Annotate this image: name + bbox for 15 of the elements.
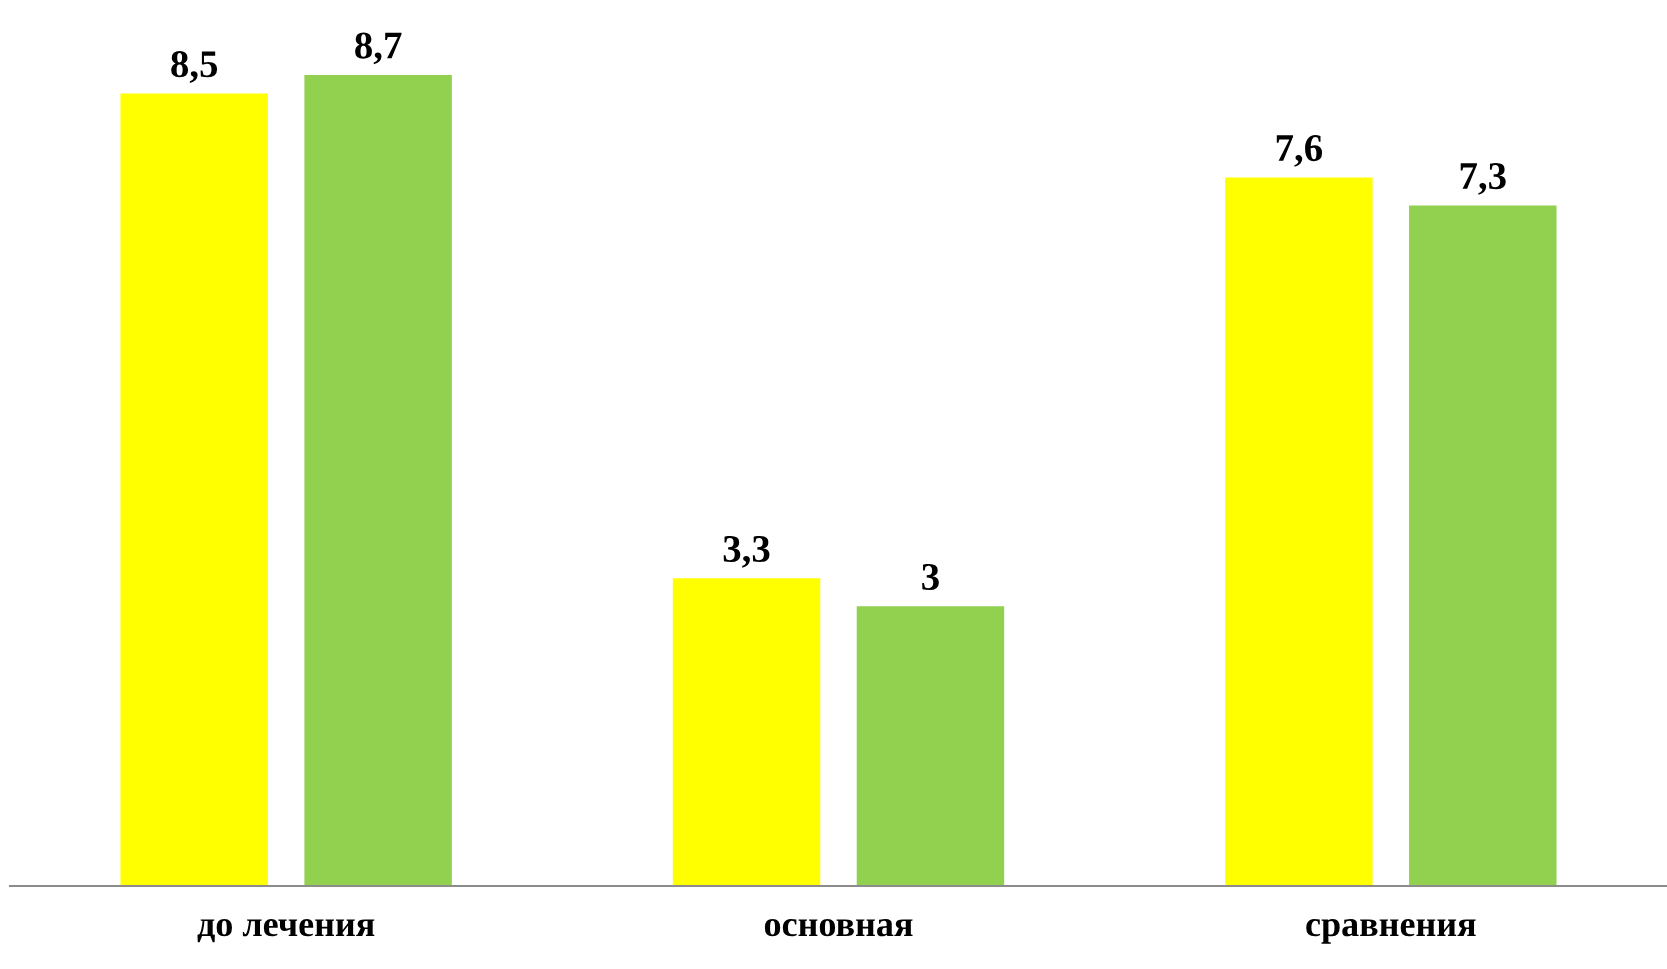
data-label: 8,5: [171, 51, 218, 83]
bar: [856, 606, 1005, 886]
x-tick-label: сравнения: [1306, 919, 1476, 944]
x-tick-label: основная: [764, 919, 913, 937]
bar: [304, 74, 452, 886]
data-label: 8,7: [355, 32, 402, 65]
data-label: 3,3: [723, 535, 770, 568]
data-label: 7,3: [1460, 163, 1506, 195]
x-tick-label: до лечения: [197, 919, 375, 943]
data-label: 7,6: [1276, 135, 1323, 167]
bar: [672, 578, 821, 886]
bar: [1225, 177, 1373, 886]
data-label: 3: [922, 563, 939, 591]
bar: [120, 93, 268, 886]
bar: [1409, 205, 1557, 886]
